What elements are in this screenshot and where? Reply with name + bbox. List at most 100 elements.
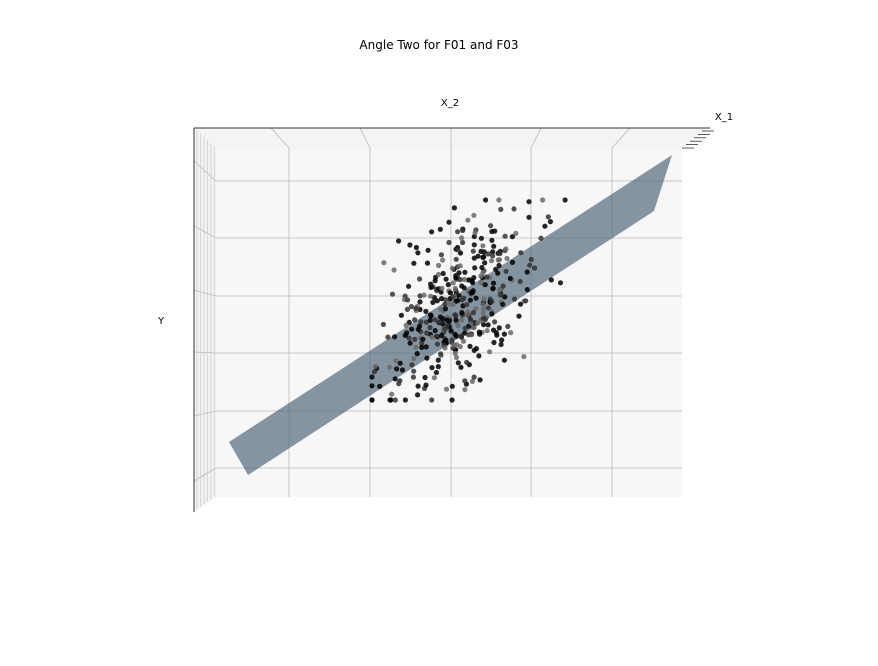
scatter-point <box>464 302 470 308</box>
scatter-point <box>524 269 530 275</box>
scatter-point <box>414 351 420 357</box>
scatter-point <box>440 257 446 263</box>
scatter-point <box>423 344 429 350</box>
scatter-point <box>449 265 455 271</box>
scatter-point <box>488 223 494 229</box>
scatter-point <box>489 298 495 304</box>
scatter-point <box>473 306 479 312</box>
scatter-point <box>452 350 458 356</box>
scatter-point <box>477 377 483 383</box>
scatter-point <box>425 247 431 253</box>
scatter-point <box>478 273 484 279</box>
scatter-point <box>377 383 383 389</box>
scatter-point <box>547 219 554 225</box>
scatter-point <box>526 214 532 220</box>
scatter-point <box>496 262 502 269</box>
scatter-point <box>415 250 421 256</box>
scatter-point <box>372 363 378 369</box>
scatter-point <box>413 305 419 311</box>
scatter-point <box>412 336 418 342</box>
scatter-point <box>482 260 488 266</box>
scatter-point <box>415 383 421 389</box>
scatter-point <box>495 270 501 276</box>
scatter-point <box>398 312 404 318</box>
scatter-point <box>422 374 428 381</box>
scatter-point <box>481 296 487 302</box>
scatter-point <box>503 246 509 252</box>
scatter-point <box>481 322 487 328</box>
scatter-point <box>411 355 417 362</box>
scatter-point <box>417 293 423 299</box>
scatter-point <box>473 346 479 352</box>
scatter-point <box>423 319 429 325</box>
scatter-point <box>457 263 463 269</box>
scatter-point <box>545 214 551 220</box>
scatter-point <box>423 308 429 314</box>
scatter-point <box>403 322 409 328</box>
scatter-point <box>480 301 486 307</box>
scatter-point <box>415 392 421 398</box>
scatter-point <box>405 297 411 303</box>
scatter-point <box>396 238 402 244</box>
scatter-point <box>474 320 480 326</box>
scatter-point <box>407 340 413 346</box>
scatter-point <box>459 317 465 323</box>
scatter-point <box>417 323 423 329</box>
gridline-side <box>193 467 217 482</box>
scatter-point <box>472 230 478 236</box>
gridline-side <box>193 351 217 354</box>
scatter-point <box>480 315 486 321</box>
scatter-point <box>439 332 445 338</box>
scatter-point <box>481 249 487 255</box>
scatter-point <box>445 282 451 288</box>
scatter-point <box>452 331 458 337</box>
scatter-point <box>428 284 434 290</box>
scatter-point <box>490 280 497 286</box>
scatter-point <box>484 274 490 280</box>
scatter-point <box>479 264 485 271</box>
chart-title: Angle Two for F01 and F03 <box>359 38 518 52</box>
scatter-point <box>489 237 495 243</box>
gridline-top <box>359 127 371 149</box>
scatter-point <box>413 344 419 350</box>
scatter-point <box>432 328 438 334</box>
scatter-point <box>471 325 477 331</box>
scatter-point <box>431 375 437 381</box>
scatter-point <box>450 280 456 286</box>
scatter-point <box>418 319 424 325</box>
scatter-point <box>488 258 495 264</box>
scatter-point <box>448 328 454 334</box>
scatter-point <box>465 217 471 223</box>
scatter-point <box>440 316 446 322</box>
scatter-point <box>442 306 449 312</box>
scatter-point <box>517 278 523 285</box>
scatter-point <box>460 239 466 246</box>
scatter-point <box>447 290 453 296</box>
scatter-point <box>494 332 500 338</box>
scatter-point <box>455 298 461 304</box>
scatter-point <box>513 230 519 236</box>
scatter-point <box>406 283 412 289</box>
scatter-point <box>429 334 435 340</box>
scatter-point <box>389 391 395 397</box>
scatter-point <box>509 234 515 240</box>
scatter-point <box>455 360 461 366</box>
scatter-point <box>443 276 449 282</box>
scatter-point <box>399 367 405 373</box>
scatter-point <box>562 197 568 203</box>
scatter-point <box>449 397 455 403</box>
scatter-point <box>443 337 449 343</box>
scatter-point <box>436 262 442 269</box>
scatter-point <box>518 250 524 256</box>
scatter-point <box>458 364 464 370</box>
scatter-point <box>423 382 429 388</box>
scatter-point <box>410 374 416 380</box>
scatter-point <box>540 197 546 203</box>
scatter-point <box>468 320 474 326</box>
scatter-point <box>409 362 415 368</box>
scatter-point <box>468 332 474 338</box>
gridline-top <box>530 127 542 149</box>
scatter-point <box>432 317 438 323</box>
scatter-point <box>419 344 425 350</box>
